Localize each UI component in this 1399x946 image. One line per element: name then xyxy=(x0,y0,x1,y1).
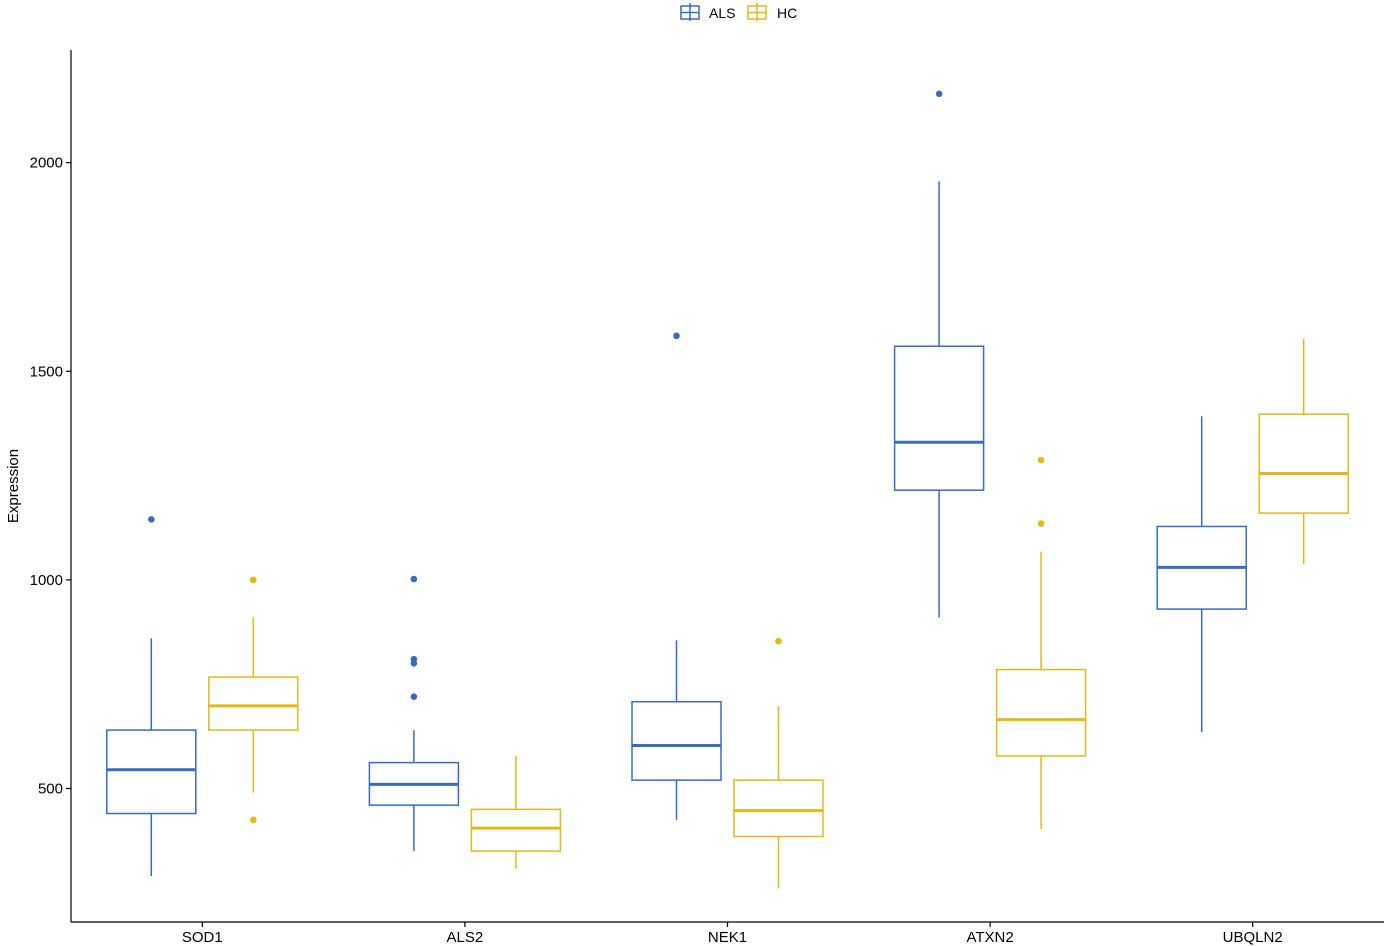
box-iqr xyxy=(995,668,1087,757)
box-iqr xyxy=(1258,413,1349,514)
outlier-point xyxy=(1037,520,1045,527)
x-tick-label: ATXN2 xyxy=(966,929,1013,946)
y-axis-title: Expression xyxy=(5,449,22,523)
box-iqr xyxy=(631,700,722,781)
box-als-atxn2 xyxy=(893,90,985,618)
x-ticks: SOD1 ALS2 NEK1 ATXN2 UBQLN2 xyxy=(182,922,1283,946)
y-tick-label: 500 xyxy=(38,780,63,797)
outlier-point xyxy=(673,332,680,340)
y-ticks: 500 1000 1500 2000 xyxy=(30,155,71,797)
legend-entry-als: ALS xyxy=(680,3,735,21)
box-als-als2 xyxy=(368,575,460,852)
outlier-point xyxy=(148,516,155,523)
box-hc-sod1 xyxy=(208,576,299,824)
box-hc-als2 xyxy=(470,755,562,869)
outlier-point xyxy=(250,816,257,824)
y-tick-label: 1500 xyxy=(30,363,63,380)
outlier-point xyxy=(250,576,257,584)
x-tick-label: UBQLN2 xyxy=(1223,929,1283,946)
box-iqr xyxy=(893,345,985,491)
x-tick-label: NEK1 xyxy=(708,929,747,946)
outlier-point xyxy=(410,655,418,663)
y-tick-label: 2000 xyxy=(30,155,63,172)
box-hc-atxn2 xyxy=(995,456,1087,829)
outlier-point xyxy=(410,693,418,700)
legend-entry-hc: HC xyxy=(747,3,797,21)
x-tick-label: ALS2 xyxy=(447,929,484,946)
legend-label-als: ALS xyxy=(709,5,735,21)
legend: ALS HC xyxy=(680,3,797,21)
box-iqr xyxy=(470,808,562,852)
outlier-point xyxy=(775,637,782,645)
box-als-ubqln2 xyxy=(1156,416,1247,733)
box-als-sod1 xyxy=(106,516,197,877)
box-iqr xyxy=(106,729,197,815)
x-tick-label: SOD1 xyxy=(182,929,223,946)
outlier-point xyxy=(935,90,943,98)
legend-label-hc: HC xyxy=(777,5,797,21)
outlier-point xyxy=(410,575,418,583)
box-iqr xyxy=(208,676,299,731)
y-tick-label: 1000 xyxy=(30,572,63,589)
box-hc-ubqln2 xyxy=(1258,338,1349,565)
outlier-point xyxy=(1037,456,1045,464)
box-als-nek1 xyxy=(631,332,722,820)
boxes xyxy=(106,90,1349,889)
box-iqr xyxy=(733,779,824,838)
box-hc-nek1 xyxy=(733,637,824,889)
